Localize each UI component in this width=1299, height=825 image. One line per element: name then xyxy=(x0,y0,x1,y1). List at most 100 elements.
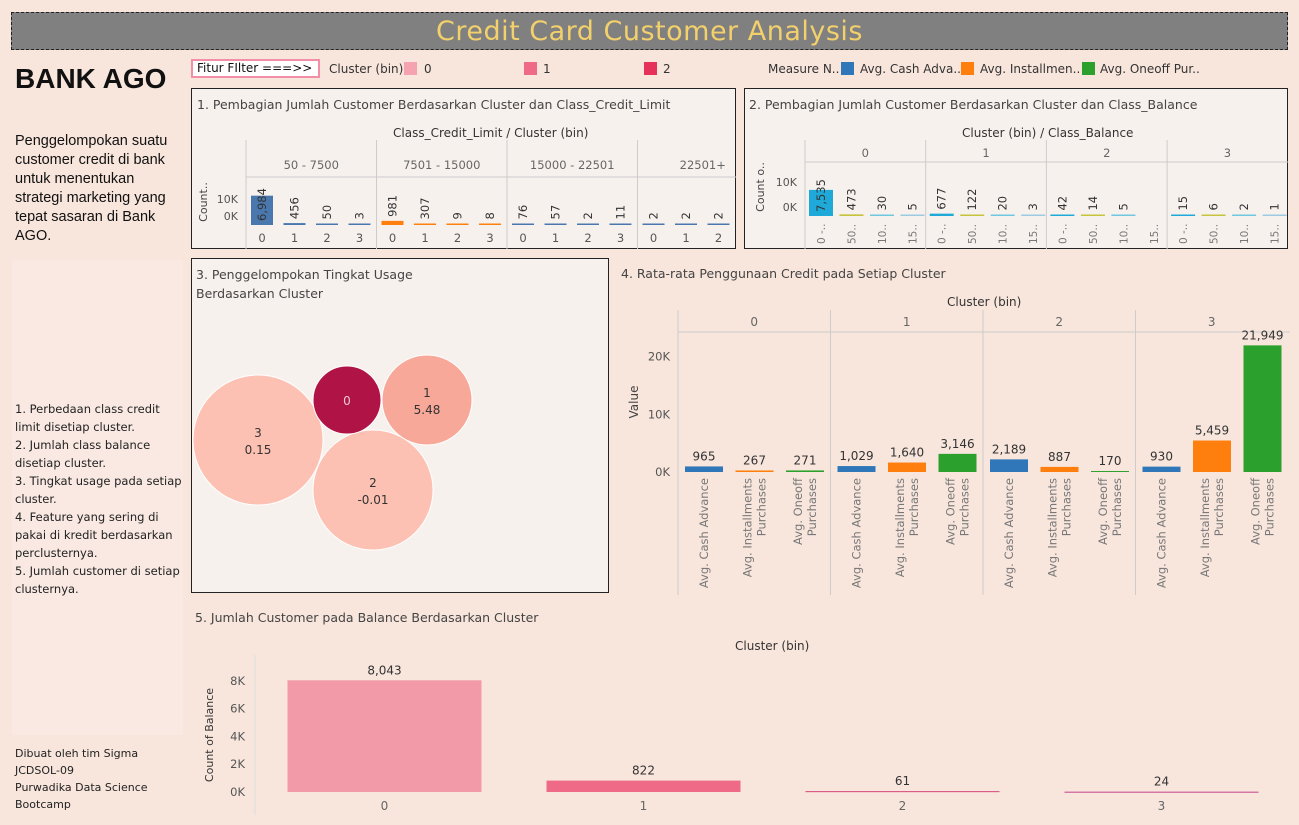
bar xyxy=(316,223,338,225)
bar xyxy=(283,223,306,225)
bar xyxy=(381,220,404,225)
x-tick-label: Avg. Cash Advance xyxy=(1155,478,1169,588)
x-tick-label: 0 -.. xyxy=(1178,224,1190,244)
x-tick-label: 50.. xyxy=(1088,224,1100,244)
group-label: 2 xyxy=(1103,146,1110,160)
bar xyxy=(837,466,876,472)
x-tick-label: 15.. xyxy=(1028,224,1040,244)
data-label: 267 xyxy=(743,453,766,467)
legend-swatch-cluster-2[interactable] xyxy=(644,62,657,75)
bar xyxy=(1111,214,1136,216)
legend-swatch-oneoff[interactable] xyxy=(1082,62,1095,75)
bar xyxy=(960,214,985,216)
legend-label-cash-advance[interactable]: Avg. Cash Adva.. xyxy=(860,62,961,76)
x-tick-label: Purchases xyxy=(1060,478,1074,536)
bar xyxy=(1201,214,1226,216)
bubble-cluster-1 xyxy=(381,354,473,446)
x-tick-label: 10.. xyxy=(1118,224,1130,244)
bubble-value: 5.48 xyxy=(414,403,441,417)
data-label: 42 xyxy=(1055,196,1069,211)
credit-line: JCDSOL-09 xyxy=(15,764,74,777)
group-label: 0 xyxy=(750,315,758,329)
x-tick-label: 15.. xyxy=(1149,224,1161,244)
data-label: 473 xyxy=(845,188,859,210)
x-tick-label: 10.. xyxy=(998,224,1010,244)
data-label: 271 xyxy=(794,453,817,467)
y-tick-label: 2K xyxy=(230,757,245,771)
bar xyxy=(990,459,1028,472)
legend-label-cluster-1[interactable]: 1 xyxy=(543,62,551,76)
x-tick-label: Purchases xyxy=(805,478,819,536)
note-item: 3. Tingkat usage pada setiap cluster. xyxy=(15,474,182,506)
y-axis-label: Count o.. xyxy=(754,162,767,212)
group-label: 3 xyxy=(1224,146,1231,160)
panel1-header: Class_Credit_Limit / Cluster (bin) xyxy=(393,126,589,140)
legend-swatch-cluster-1[interactable] xyxy=(524,62,537,75)
panel4-header: Cluster (bin) xyxy=(947,295,1022,309)
data-label: 887 xyxy=(1048,450,1071,464)
x-tick-label: 50.. xyxy=(847,224,859,244)
data-label: 1,640 xyxy=(890,446,924,460)
data-label: 15 xyxy=(1176,196,1190,211)
bar xyxy=(546,780,741,792)
credit-line: Purwadika Data Science xyxy=(15,781,148,794)
x-tick-label: 3 xyxy=(1158,799,1166,813)
bar xyxy=(1050,214,1075,216)
x-tick-label: Avg. Cash Advance xyxy=(697,478,711,588)
data-label: 5 xyxy=(906,203,920,210)
data-label: 677 xyxy=(935,188,949,210)
x-tick-label: Avg. Installments xyxy=(893,478,907,577)
cluster-legend-title: Cluster (bin) xyxy=(329,62,404,76)
legend-swatch-installments[interactable] xyxy=(961,62,974,75)
y-tick-label: 0K xyxy=(655,465,670,479)
legend-label-cluster-0[interactable]: 0 xyxy=(424,62,432,76)
bar xyxy=(1040,466,1079,472)
data-label: 822 xyxy=(632,764,655,778)
usage-bubble-chart: 3 0.15 2 -0.01 1 5.48 0 xyxy=(192,354,473,551)
bar xyxy=(1021,214,1046,216)
data-label: 307 xyxy=(418,198,432,220)
x-tick-label: 0 xyxy=(650,231,657,245)
data-label: 1 xyxy=(1268,203,1282,210)
credit-line: Bootcamp xyxy=(15,798,71,811)
y-axis-label: Count.. xyxy=(197,182,210,222)
group-label: 22501+ xyxy=(680,158,726,172)
bar xyxy=(348,223,371,225)
panel2-title: 2. Pembagian Jumlah Customer Berdasarkan… xyxy=(749,97,1198,112)
group-label: 1 xyxy=(982,146,989,160)
data-label: 2 xyxy=(712,212,726,219)
feature-filter-button[interactable]: Fitur FIlter ===>> xyxy=(191,59,320,78)
legend-swatch-cash-advance[interactable] xyxy=(841,62,854,75)
data-label: 965 xyxy=(693,449,716,463)
data-label: 6 xyxy=(1207,203,1221,210)
data-label: 2 xyxy=(647,212,661,219)
group-label: 2 xyxy=(1055,315,1063,329)
x-tick-label: 2 xyxy=(454,231,461,245)
x-tick-label: Avg. Installments xyxy=(1198,478,1212,577)
bar xyxy=(839,214,864,216)
x-tick-label: Avg. Oneoff xyxy=(1096,477,1110,545)
data-label: 5 xyxy=(1116,203,1130,210)
group-label: 50 - 7500 xyxy=(284,158,339,172)
avg-credit-usage-chart: Value 20K 10K 0K 0 965 Avg. Cash Advance 267 Avg… xyxy=(627,310,1290,595)
bar xyxy=(938,453,977,472)
bar xyxy=(1091,471,1129,472)
y-axis-label: Value xyxy=(627,386,641,419)
x-tick-label: 1 xyxy=(682,231,689,245)
bar xyxy=(1080,214,1105,216)
note-item: 2. Jumlah class balance disetiap cluster… xyxy=(15,438,151,470)
group-label: 7501 - 15000 xyxy=(403,158,480,172)
x-tick-label: 0 xyxy=(519,231,526,245)
x-tick-label: 2 xyxy=(899,799,907,813)
x-tick-label: 0 xyxy=(381,799,389,813)
credit-line: Dibuat oleh tim Sigma xyxy=(15,747,139,760)
bar xyxy=(544,223,567,225)
legend-label-oneoff[interactable]: Avg. Oneoff Pur.. xyxy=(1100,62,1200,76)
bar xyxy=(446,223,469,225)
legend-label-cluster-2[interactable]: 2 xyxy=(663,62,671,76)
data-label: 8 xyxy=(483,212,497,219)
x-tick-label: Purchases xyxy=(1212,478,1226,536)
bar xyxy=(805,791,1000,793)
legend-swatch-cluster-0[interactable] xyxy=(404,62,417,75)
legend-label-installments[interactable]: Avg. Installmen.. xyxy=(980,62,1081,76)
